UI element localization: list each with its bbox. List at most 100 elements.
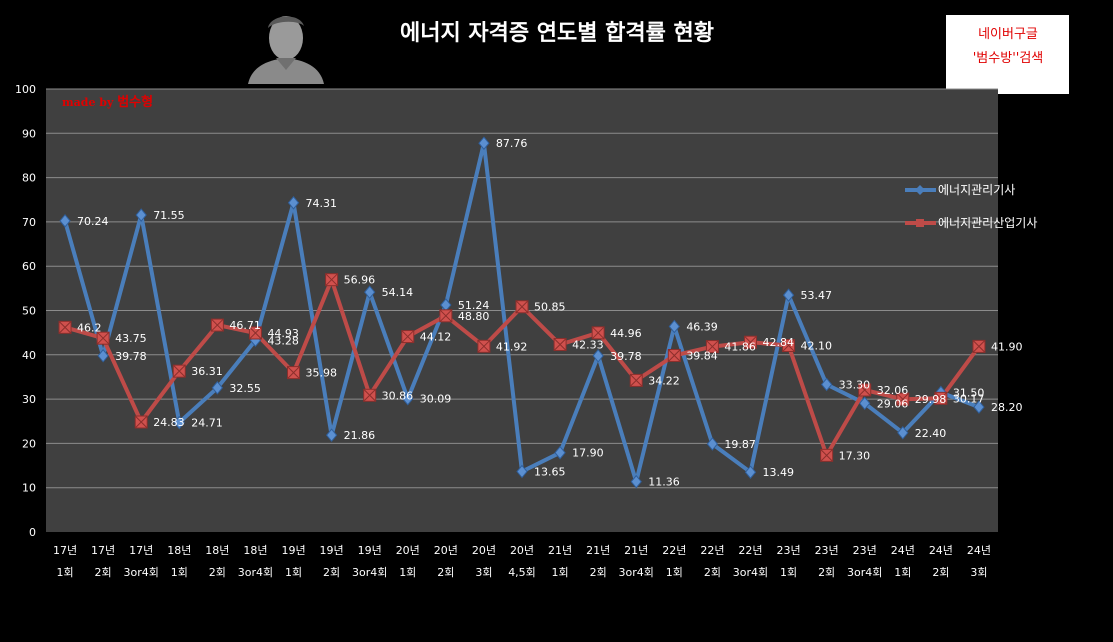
data-point-series-1 xyxy=(211,381,224,395)
data-point-series-2-bevel xyxy=(134,415,148,429)
data-label-series-1: 24.71 xyxy=(191,417,223,430)
data-point-series-1 xyxy=(706,437,719,451)
x-tick-label: 3or4회 xyxy=(847,566,882,579)
x-tick-label: 23년 xyxy=(776,544,800,557)
x-tick-label: 17년 xyxy=(129,544,153,557)
data-label-series-2: 17.30 xyxy=(839,449,871,462)
data-point-series-1 xyxy=(897,425,909,440)
x-tick-label: 21년 xyxy=(586,544,610,557)
x-tick-label: 2회 xyxy=(95,566,112,579)
chart-title: 에너지 자격증 연도별 합격률 현황 xyxy=(400,20,714,46)
diamond-marker-icon xyxy=(915,185,925,195)
y-tick-label: 90 xyxy=(22,127,36,140)
data-point-series-2-bevel xyxy=(249,326,262,340)
x-tick-label: 22년 xyxy=(700,544,724,557)
data-point-series-2-bevel xyxy=(972,340,986,353)
data-point-series-2-bevel xyxy=(401,330,415,343)
data-label-series-2: 35.98 xyxy=(306,367,338,380)
legend-item-series-1: 에너지관리기사 xyxy=(905,183,1015,197)
y-tick-label: 60 xyxy=(22,260,36,273)
data-point-series-2-bevel xyxy=(96,331,110,345)
x-tick-label: 20년 xyxy=(472,544,496,557)
y-tick-label: 10 xyxy=(22,482,36,495)
data-label-series-1: 71.55 xyxy=(153,209,185,222)
x-tick-label: 21년 xyxy=(624,544,648,557)
data-point-series-2-bevel xyxy=(58,320,72,334)
y-tick-label: 0 xyxy=(29,526,36,539)
data-point-series-1 xyxy=(782,288,795,302)
x-tick-label: 19년 xyxy=(358,544,382,557)
badge-line-2: '범수방''검색 xyxy=(973,51,1044,66)
x-tick-label: 19년 xyxy=(320,544,344,557)
data-point-series-2-bevel xyxy=(363,388,377,402)
x-tick-label: 1회 xyxy=(666,566,683,579)
data-point-series-1 xyxy=(630,474,642,489)
data-label-series-1: 70.24 xyxy=(77,215,109,228)
data-label-series-2: 46.71 xyxy=(229,319,260,332)
data-label-series-1: 54.14 xyxy=(382,286,414,299)
x-tick-label: 22년 xyxy=(738,544,762,557)
data-point-series-2-bevel xyxy=(439,309,453,323)
data-point-series-1 xyxy=(478,136,490,151)
data-label-series-2: 41.92 xyxy=(496,340,528,353)
data-label-series-2: 29.98 xyxy=(915,393,947,406)
y-tick-label: 70 xyxy=(22,216,36,229)
data-point-series-2-bevel xyxy=(820,449,833,462)
x-tick-label: 24년 xyxy=(929,544,953,557)
x-tick-label: 23년 xyxy=(853,544,877,557)
x-tick-label: 2회 xyxy=(932,566,949,579)
data-label-series-2: 24.83 xyxy=(153,416,185,429)
x-tick-label: 2회 xyxy=(590,566,607,579)
x-tick-label: 2회 xyxy=(704,566,721,579)
legend-label-series-1: 에너지관리기사 xyxy=(938,183,1015,197)
data-label-series-2: 36.31 xyxy=(191,365,223,378)
x-tick-label: 20년 xyxy=(396,544,420,557)
data-point-series-2-bevel xyxy=(629,374,643,387)
x-tick-label: 3or4회 xyxy=(238,566,273,579)
data-label-series-1: 39.78 xyxy=(115,350,146,363)
data-point-series-1 xyxy=(820,377,833,392)
x-axis-ticks: 17년 1회 17년 2회 17년 3or4회 18년 1회 18년 2회 18년 3or4회 19년 1… xyxy=(53,544,991,579)
search-badge: 네이버구글 '범수방''검색 xyxy=(946,15,1069,94)
data-point-series-2-bevel xyxy=(896,392,910,406)
x-tick-label: 17년 xyxy=(91,544,115,557)
data-label-series-2: 30.86 xyxy=(382,389,414,402)
data-label-series-1: 28.20 xyxy=(991,401,1023,414)
x-tick-label: 23년 xyxy=(815,544,839,557)
gridlines xyxy=(46,88,998,489)
x-tick-label: 20년 xyxy=(434,544,458,557)
data-point-series-2-bevel xyxy=(934,391,948,405)
data-label-series-1: 17.90 xyxy=(572,447,604,460)
x-tick-label: 24년 xyxy=(967,544,991,557)
badge-line-1: 네이버구글 xyxy=(978,27,1038,42)
x-tick-label: 18년 xyxy=(205,544,229,557)
data-label-series-2: 34.22 xyxy=(648,374,680,387)
data-point-series-2-bevel xyxy=(782,339,795,352)
x-tick-label: 4,5회 xyxy=(508,566,536,579)
data-point-series-2-bevel xyxy=(553,338,567,351)
data-label-series-1: 53.47 xyxy=(801,289,833,302)
data-label-series-1: 33.30 xyxy=(839,378,871,391)
x-tick-label: 2회 xyxy=(818,566,835,579)
data-label-series-2: 42.33 xyxy=(572,338,604,351)
y-tick-label: 80 xyxy=(22,172,36,185)
x-tick-label: 17년 xyxy=(53,544,77,557)
legend: 에너지관리기사 에너지관리산업기사 xyxy=(905,183,1037,230)
data-label-series-1: 87.76 xyxy=(496,137,528,150)
data-point-series-2-bevel xyxy=(515,300,529,314)
data-label-series-2: 41.86 xyxy=(724,341,756,354)
y-axis-ticks: 0 10 20 30 40 50 60 70 80 90 100 xyxy=(15,83,36,539)
data-point-series-1 xyxy=(135,208,147,222)
y-tick-label: 100 xyxy=(15,83,36,96)
data-label-series-2: 50.85 xyxy=(534,301,566,314)
x-tick-label: 2회 xyxy=(437,566,454,579)
data-point-series-1 xyxy=(59,214,71,228)
data-point-series-1 xyxy=(668,319,680,334)
y-tick-label: 50 xyxy=(22,305,36,318)
x-tick-label: 18년 xyxy=(167,544,191,557)
x-tick-label: 1회 xyxy=(285,566,302,579)
data-point-series-1 xyxy=(173,415,185,430)
data-point-series-2-bevel xyxy=(287,366,300,379)
data-point-series-1 xyxy=(325,428,338,442)
data-point-series-2-bevel xyxy=(211,318,224,332)
